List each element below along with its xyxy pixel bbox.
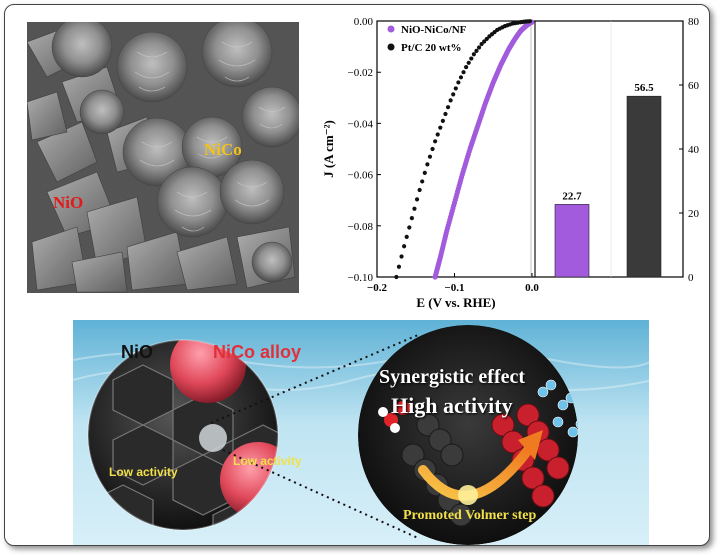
data-point	[404, 234, 409, 239]
bar	[554, 204, 590, 278]
data-point	[414, 197, 420, 202]
data-point	[422, 170, 427, 175]
x-axis-label: E (V vs. RHE)	[416, 295, 495, 310]
data-point	[427, 154, 433, 159]
legend-marker	[387, 25, 395, 33]
mechanism-scheme: NiO NiCo alloy Low activity Low activity…	[73, 320, 649, 545]
data-point	[402, 244, 407, 249]
data-point	[456, 80, 461, 85]
y-axis-label: J (A cm⁻²)	[321, 120, 336, 178]
data-point	[453, 86, 458, 91]
scheme-label-low-activity-1: Low activity	[109, 465, 178, 479]
data-point	[438, 125, 443, 130]
data-point	[409, 216, 414, 221]
sem-label-nico: NiCo	[204, 140, 242, 159]
y-tick-label: 0.00	[354, 16, 374, 28]
data-point	[527, 19, 533, 24]
data-point	[471, 52, 476, 57]
data-point	[445, 105, 451, 110]
data-point	[394, 274, 399, 280]
data-point	[482, 39, 487, 44]
data-point	[451, 92, 456, 97]
data-point	[440, 118, 445, 123]
y-tick-label: −0.08	[348, 221, 374, 233]
legend-label: NiO-NiCo/NF	[401, 24, 467, 36]
y2-tick-label: 80	[688, 16, 700, 28]
scheme-label-nico-alloy: NiCo alloy	[213, 342, 302, 362]
x-tick-label: −0.1	[444, 282, 464, 294]
hydrogen-evolution-chart: 0.00−0.02−0.04−0.06−0.08−0.10−0.2 −0.1 0.0…	[321, 16, 700, 310]
scheme-label-nio: NiO	[121, 342, 154, 362]
scheme-illustration	[73, 320, 649, 545]
scheme-label-low-activity-2: Low activity	[233, 454, 302, 468]
scheme-label-high-activity: High activity	[391, 393, 513, 418]
legend-label: Pt/C 20 wt%	[401, 42, 462, 54]
data-point	[458, 75, 464, 80]
sem-image: NiO NiCo	[27, 22, 299, 293]
y-tick-label: −0.02	[348, 67, 373, 79]
bar	[626, 95, 662, 278]
y2-tick-label: 0	[688, 272, 694, 284]
series-nio-nico-nf	[432, 19, 535, 280]
data-point	[407, 225, 412, 230]
y2-tick-label: 40	[688, 144, 700, 156]
data-point	[464, 64, 469, 70]
data-point	[474, 48, 479, 53]
data-point	[435, 132, 440, 137]
data-point	[466, 60, 471, 65]
data-point	[430, 146, 435, 152]
data-point	[461, 70, 466, 75]
bar-data-label: 22.7	[562, 190, 582, 202]
data-point	[484, 36, 489, 42]
data-point	[433, 139, 438, 144]
sem-micrograph	[27, 22, 299, 293]
scheme-label-synergistic-effect: Synergistic effect	[379, 366, 526, 388]
data-point	[448, 98, 453, 103]
data-point	[476, 45, 482, 50]
figure-frame: NiO NiCo 0.00 −0.02 −0.04 −0.06 −0.08 −0.10 −0…	[4, 4, 710, 546]
data-point	[443, 111, 448, 117]
data-point	[479, 41, 484, 47]
series-pt-c	[394, 19, 533, 280]
data-point	[469, 56, 474, 61]
y-tick-label: −0.04	[348, 118, 374, 130]
data-point	[425, 162, 430, 167]
sem-label-nio: NiO	[53, 193, 84, 212]
y2-tick-label: 20	[688, 208, 700, 220]
data-point	[420, 179, 425, 184]
data-point	[417, 187, 422, 193]
scheme-label-promoted-volmer: Promoted Volmer step	[403, 508, 537, 523]
x-tick-label: −0.2	[367, 282, 388, 294]
bar-data-label: 56.5	[634, 82, 654, 94]
y-tick-label: −0.06	[348, 170, 374, 182]
data-point	[396, 264, 402, 269]
data-point	[412, 206, 417, 211]
x-tick-label: 0.0	[525, 282, 539, 294]
data-point	[399, 254, 404, 259]
legend-marker	[387, 43, 395, 51]
y-tick-label: −0.10	[348, 272, 374, 284]
y2-tick-label: 60	[688, 80, 700, 92]
